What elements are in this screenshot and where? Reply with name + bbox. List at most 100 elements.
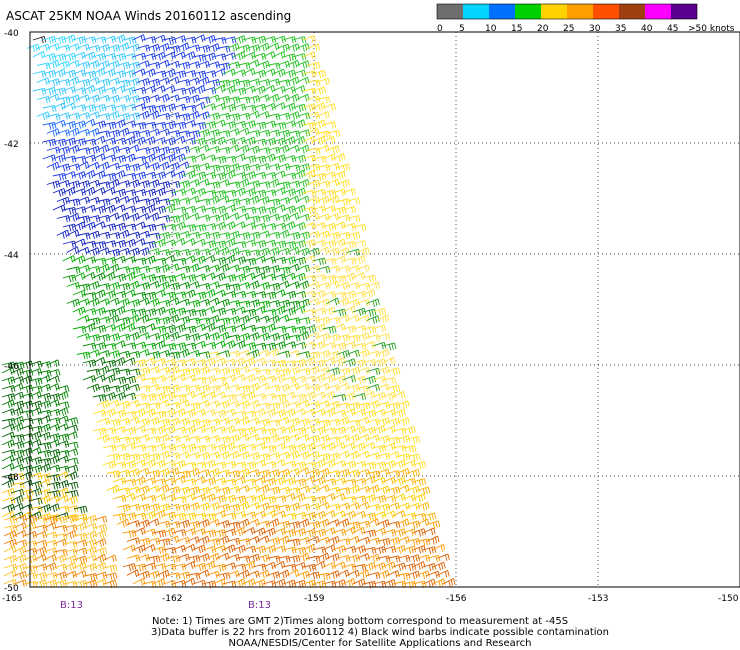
wind-barb (112, 426, 126, 434)
wind-barb (336, 518, 350, 528)
wind-barb (122, 563, 137, 572)
wind-barb (28, 430, 42, 440)
wind-barb (302, 189, 317, 197)
wind-barb (216, 283, 231, 291)
wind-barb (132, 544, 146, 554)
wind-barb (266, 518, 280, 528)
wind-barb (116, 298, 130, 307)
wind-barb (372, 324, 387, 333)
wind-barb (76, 232, 91, 240)
wind-barb (55, 494, 69, 503)
wind-barb (172, 563, 187, 571)
wind-barb (55, 407, 69, 417)
wind-barb (182, 86, 197, 95)
wind-barb (282, 69, 297, 78)
wind-barb (316, 453, 331, 462)
wind-barb (152, 70, 167, 78)
wind-barb (212, 103, 226, 111)
wind-barb (242, 171, 256, 180)
wind-barb (296, 317, 311, 325)
wind-barb (126, 95, 141, 104)
wind-barb (182, 325, 197, 334)
wind-barb (66, 266, 81, 274)
wind-barb (1, 399, 15, 409)
wind-barb (62, 171, 76, 179)
wind-barb (156, 128, 170, 137)
wind-barb (252, 563, 267, 571)
colorbar-swatch (645, 4, 671, 19)
wind-barb (236, 433, 250, 442)
wind-barb (292, 222, 306, 231)
wind-barb (396, 468, 410, 477)
wind-barb (176, 417, 190, 427)
wind-barb (152, 104, 167, 113)
wind-barb (222, 238, 236, 248)
wind-barb (206, 214, 221, 222)
wind-barb (432, 578, 446, 588)
wind-barb (162, 154, 176, 163)
wind-barb (96, 247, 110, 255)
wind-barb (272, 579, 286, 588)
wind-barb (166, 365, 180, 375)
wind-barb (242, 120, 256, 129)
wind-barb (216, 62, 231, 71)
wind-barb (232, 357, 246, 367)
wind-barb (256, 300, 271, 309)
wind-barb (316, 77, 330, 86)
wind-barb (296, 451, 310, 460)
wind-barb (356, 282, 371, 291)
wind-barb (272, 442, 286, 451)
wind-barb (402, 563, 417, 572)
wind-barb (73, 555, 88, 564)
wind-barb (286, 231, 301, 240)
wind-barb (132, 257, 147, 265)
wind-barb (126, 195, 140, 205)
wind-barb (252, 35, 267, 44)
wind-barb (216, 435, 231, 444)
wind-barb (376, 452, 391, 460)
wind-barb (112, 119, 126, 129)
wind-barb (106, 297, 120, 306)
wind-barb (296, 570, 310, 580)
wind-barb (82, 138, 97, 146)
wind-barb (392, 562, 407, 571)
wind-barb (76, 196, 90, 205)
wind-barb (436, 569, 450, 578)
wind-barb (322, 427, 337, 435)
wind-barb (286, 76, 300, 86)
wind-barb (266, 300, 281, 308)
wind-barb (176, 42, 190, 52)
wind-barb (32, 70, 47, 78)
wind-barb (106, 179, 120, 188)
wind-barb (282, 325, 297, 333)
wind-barb (136, 161, 150, 170)
wind-barb (192, 323, 206, 332)
wind-barb (296, 280, 310, 290)
wind-barb (212, 563, 227, 572)
wind-barb (156, 349, 171, 358)
wind-barb (356, 349, 370, 358)
wind-barb (242, 258, 257, 266)
wind-barb (156, 281, 170, 290)
wind-barb (142, 204, 156, 214)
wind-barb (122, 308, 137, 316)
wind-barb (206, 384, 221, 393)
wind-barb (162, 68, 176, 78)
wind-barb (152, 306, 166, 316)
wind-barb (366, 484, 380, 494)
wind-barb (342, 478, 357, 487)
wind-barb (55, 487, 69, 497)
wind-barb (146, 94, 160, 103)
wind-barb (202, 70, 217, 78)
wind-barb (146, 485, 160, 493)
wind-barb (322, 189, 337, 198)
wind-barb (336, 402, 351, 410)
lon-label: -150 (718, 594, 739, 604)
wind-barb (306, 147, 321, 155)
wind-barb (96, 399, 110, 409)
wind-barb (176, 553, 190, 562)
wind-barb (3, 545, 17, 554)
wind-barb (256, 281, 271, 291)
wind-barb (176, 95, 191, 104)
wind-barb (236, 555, 251, 563)
